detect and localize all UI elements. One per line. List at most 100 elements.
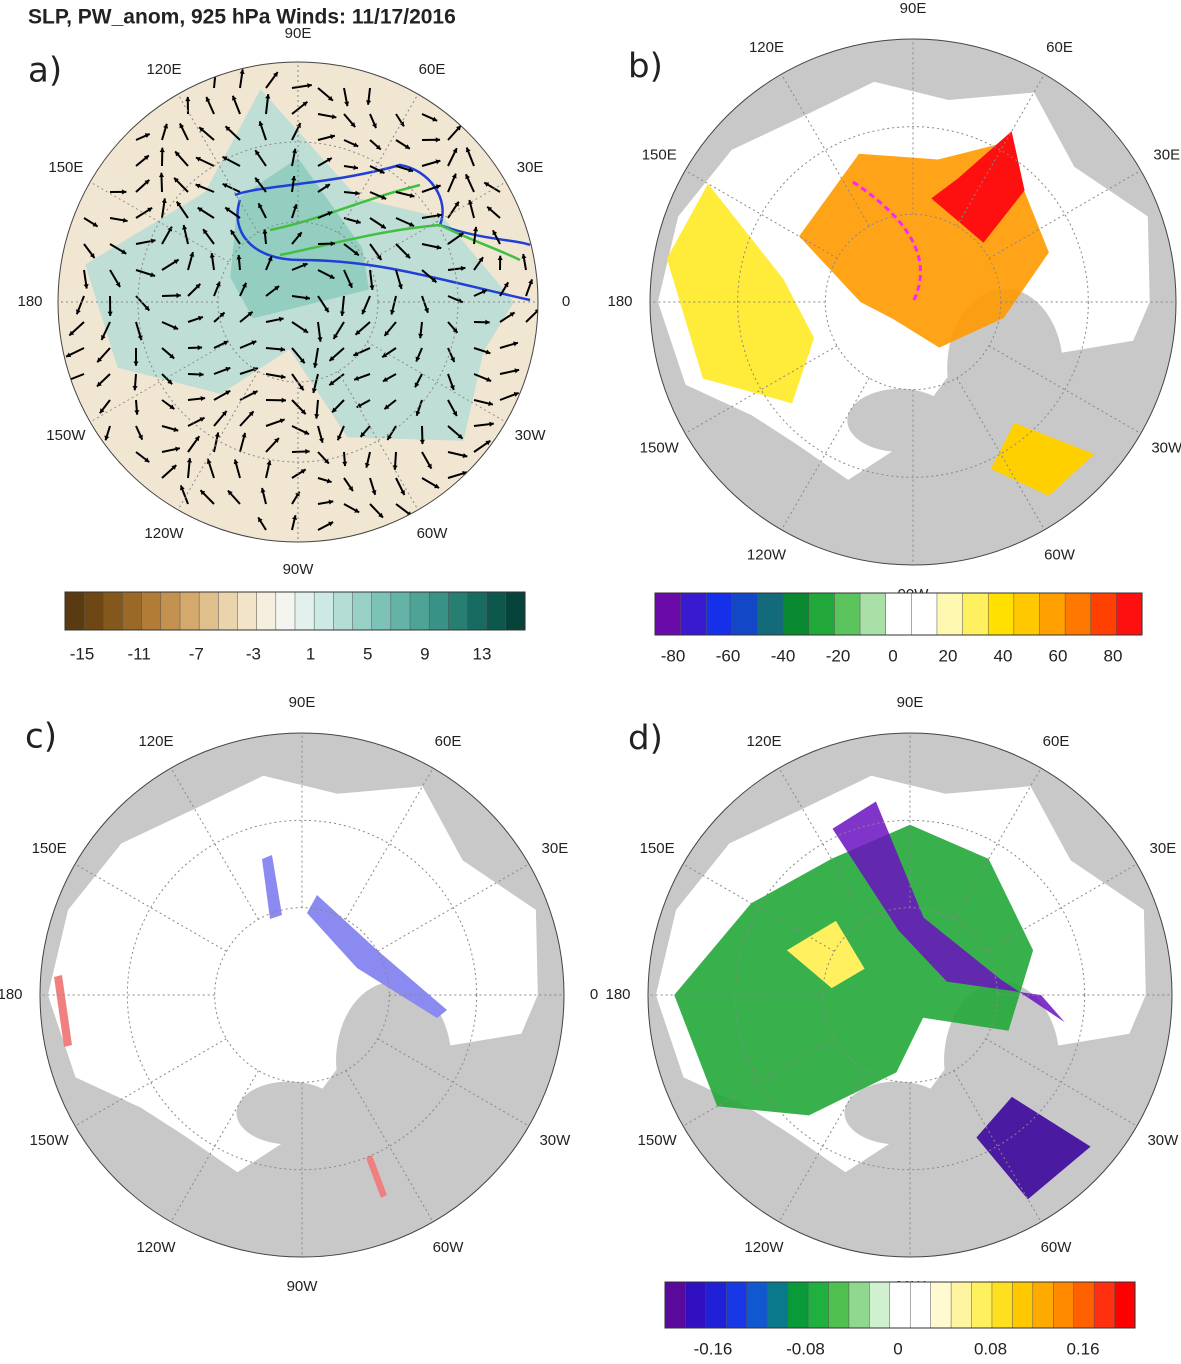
longitude-label: 90E: [289, 694, 316, 711]
colorbar-cell: [809, 593, 835, 635]
longitude-label: 180: [607, 293, 632, 310]
colorbar-cell: [931, 1282, 952, 1328]
colorbar-cell: [1014, 593, 1040, 635]
colorbar-tick-label: -0.16: [694, 1339, 733, 1358]
longitude-label: 150W: [638, 1132, 678, 1149]
map-panel: b)90E60E30E030W60W90W120W150W180150E120E…: [607, 0, 1181, 665]
colorbar-cell: [180, 592, 199, 630]
island: [845, 1081, 950, 1144]
longitude-label: 30E: [542, 840, 569, 857]
colorbar-cell: [860, 593, 886, 635]
colorbar-cell: [1115, 1282, 1136, 1328]
colorbar-cell: [448, 592, 467, 630]
colorbar-tick-label: -60: [716, 646, 741, 665]
colorbar-cell: [788, 1282, 809, 1328]
colorbar-cell: [1074, 1282, 1095, 1328]
longitude-label: 30W: [539, 1132, 571, 1149]
colorbar-cell: [681, 593, 707, 635]
colorbar-cell: [665, 1282, 686, 1328]
colorbar-cell: [963, 593, 989, 635]
colorbar-cell: [333, 592, 352, 630]
colorbar-tick-label: -7: [189, 644, 204, 663]
colorbar-tick-label: -15: [70, 644, 95, 663]
longitude-label: 120E: [138, 733, 173, 750]
colorbar-cell: [314, 592, 333, 630]
colorbar-cell: [951, 1282, 972, 1328]
colorbar-cell: [869, 1282, 890, 1328]
longitude-label: 90E: [897, 694, 924, 711]
longitude-label: 120W: [744, 1239, 784, 1256]
longitude-label: 90W: [283, 561, 315, 578]
island: [237, 1081, 342, 1144]
colorbar-cell: [1012, 1282, 1033, 1328]
colorbar-cell: [747, 1282, 768, 1328]
colorbar-cell: [706, 593, 732, 635]
colorbar-cell: [506, 592, 525, 630]
longitude-label: 180: [0, 986, 23, 1003]
longitude-label: 60E: [1046, 39, 1073, 56]
colorbar-cell: [1094, 1282, 1115, 1328]
island: [847, 389, 952, 452]
longitude-label: 120E: [746, 733, 781, 750]
colorbar-tick-label: 20: [939, 646, 958, 665]
colorbar-cell: [911, 593, 937, 635]
longitude-label: 150W: [640, 439, 680, 456]
colorbar-cell: [487, 592, 506, 630]
colorbar-cell: [295, 592, 314, 630]
colorbar-cell: [1053, 1282, 1074, 1328]
longitude-label: 150E: [642, 146, 677, 163]
longitude-label: 150W: [46, 427, 86, 444]
colorbar-tick-label: 80: [1104, 646, 1123, 665]
figure: SLP, PW_anom, 925 hPa Winds: 11/17/2016 …: [0, 0, 1181, 1364]
colorbar-cell: [783, 593, 809, 635]
longitude-label: 60W: [433, 1239, 465, 1256]
colorbar-cell: [910, 1282, 931, 1328]
colorbar-cell: [886, 593, 912, 635]
longitude-label: 120E: [146, 61, 181, 78]
colorbar-cell: [849, 1282, 870, 1328]
colorbar-cell: [429, 592, 448, 630]
colorbar-cell: [468, 592, 487, 630]
colorbar-tick-label: -3: [246, 644, 261, 663]
longitude-label: 150E: [32, 840, 67, 857]
longitude-label: 180: [17, 293, 42, 310]
longitude-label: 30W: [1147, 1132, 1179, 1149]
longitude-label: 30W: [515, 427, 547, 444]
colorbar-cell: [372, 592, 391, 630]
colorbar-cell: [353, 592, 372, 630]
colorbar-cell: [391, 592, 410, 630]
map-panel: c)90E60E30E030W60W90W120W150W180150E120E: [0, 694, 598, 1295]
map-body: [650, 39, 1176, 565]
panel-label: a): [28, 51, 62, 91]
longitude-label: 180: [605, 986, 630, 1003]
longitude-label: 30E: [1153, 146, 1180, 163]
longitude-label: 90E: [900, 0, 927, 17]
colorbar-cell: [276, 592, 295, 630]
map-body: [58, 62, 540, 542]
longitude-label: 120W: [144, 525, 184, 542]
longitude-label: 120E: [749, 39, 784, 56]
colorbar-cell: [890, 1282, 911, 1328]
colorbar-cell: [767, 1282, 788, 1328]
panel-label: c): [25, 717, 57, 757]
colorbar-cell: [142, 592, 161, 630]
colorbar-cell: [988, 593, 1014, 635]
longitude-label: 30W: [1151, 439, 1181, 456]
colorbar-cell: [992, 1282, 1013, 1328]
colorbar-cell: [1065, 593, 1091, 635]
longitude-label: 0: [562, 293, 570, 310]
longitude-label: 60W: [417, 525, 449, 542]
colorbar-tick-label: 9: [420, 644, 429, 663]
longitude-label: 90W: [287, 1278, 319, 1295]
longitude-label: 150E: [48, 159, 83, 176]
longitude-label: 150E: [640, 840, 675, 857]
longitude-label: 60E: [419, 61, 446, 78]
longitude-label: 120W: [136, 1239, 176, 1256]
wind-arrow-head: [213, 71, 218, 76]
colorbar-tick-label: 0: [893, 1339, 902, 1358]
colorbar-cell: [65, 592, 84, 630]
longitude-label: 60W: [1041, 1239, 1073, 1256]
colorbar-tick-label: 1: [306, 644, 315, 663]
map-panel: d)90E60E30E030W60W90W120W150W180150E120E…: [605, 694, 1181, 1359]
longitude-label: 30E: [1150, 840, 1177, 857]
